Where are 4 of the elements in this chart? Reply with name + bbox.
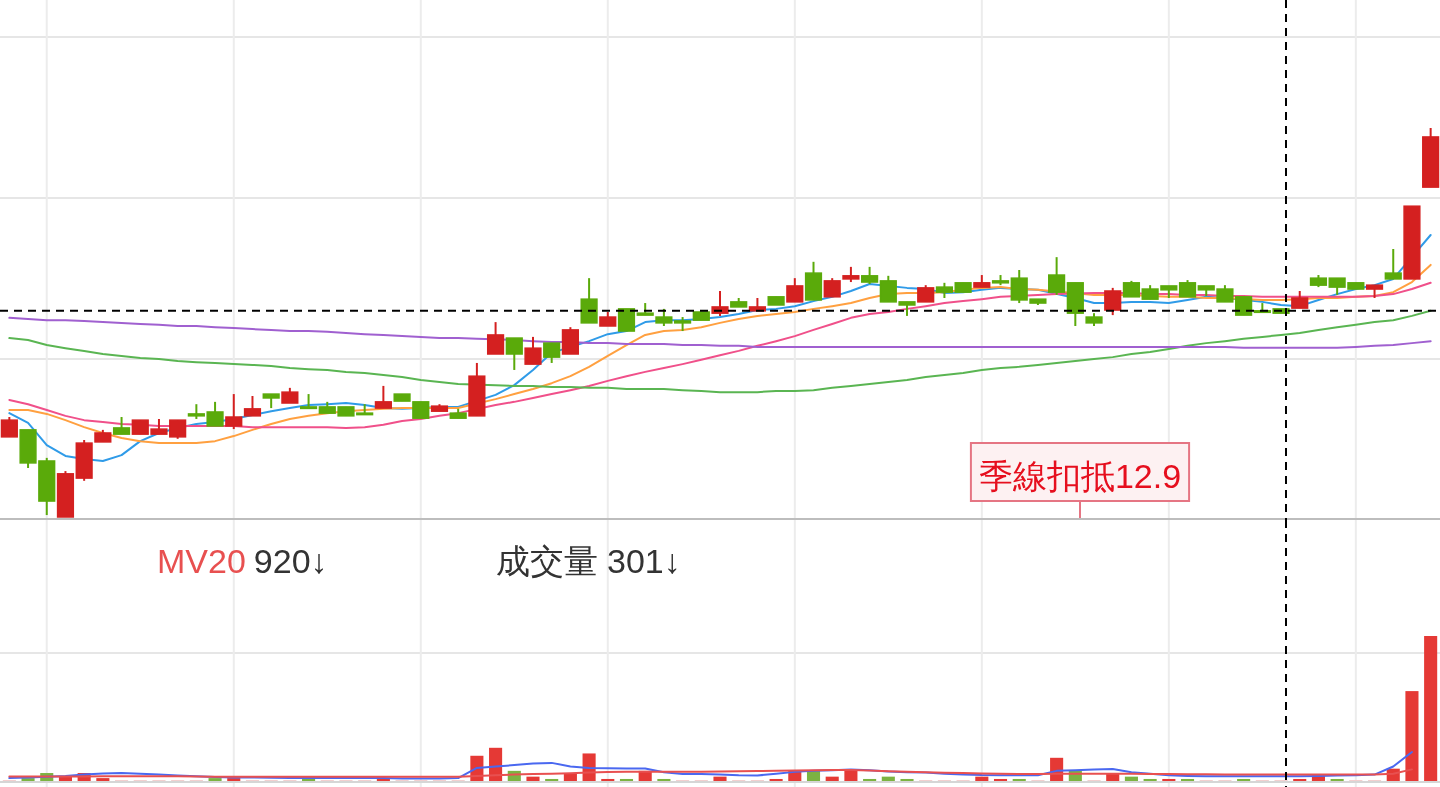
text: MV20 bbox=[157, 542, 246, 580]
text: 成交量 301↓ bbox=[495, 542, 681, 580]
text: 920↓ bbox=[253, 542, 328, 580]
annotation: 季線扣抵12.9 bbox=[978, 457, 1182, 495]
